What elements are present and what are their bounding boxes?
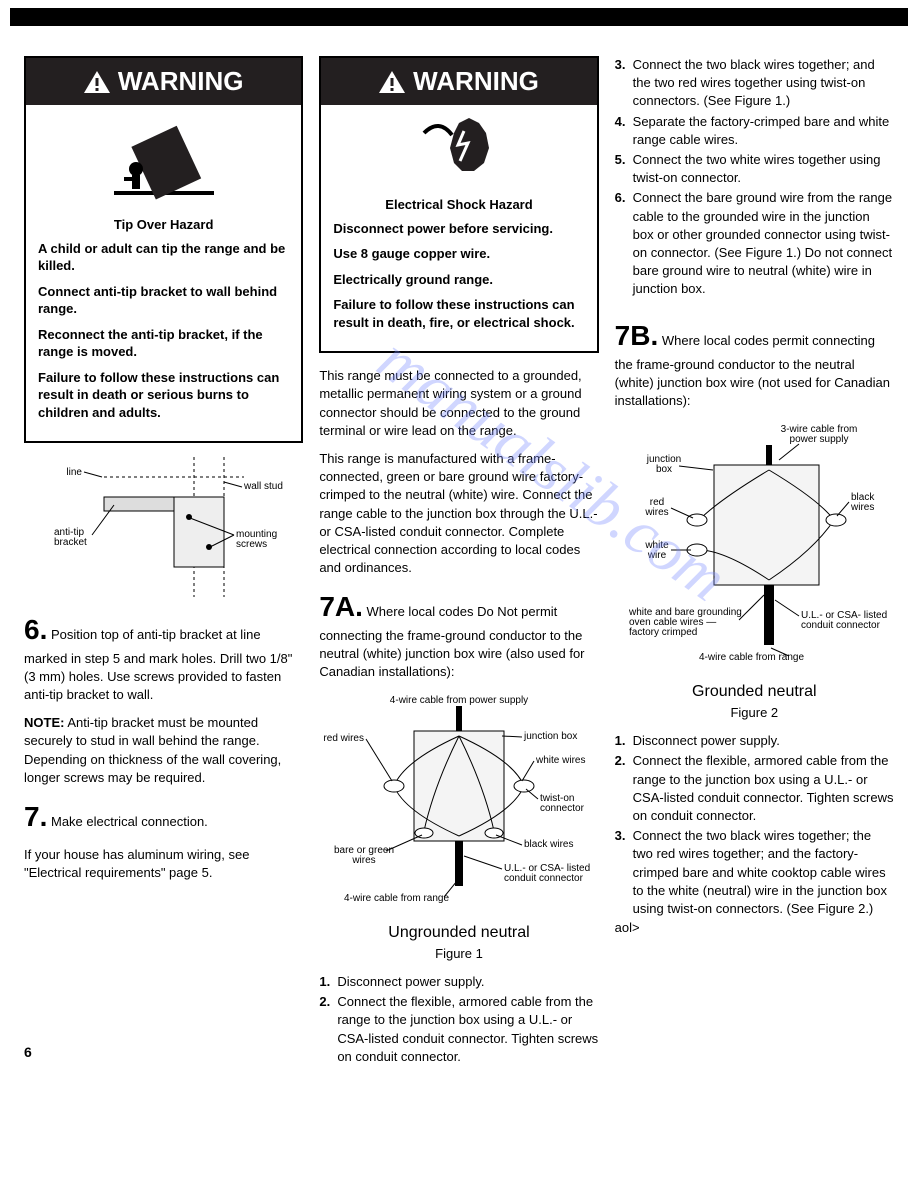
step-7-sub: If your house has aluminum wiring, see "… bbox=[24, 846, 303, 882]
warning-line: Disconnect power before servicing. bbox=[333, 220, 584, 238]
warning-label: WARNING bbox=[118, 66, 244, 97]
warning-title: Electrical Shock Hazard bbox=[333, 196, 584, 214]
step-7b: 7B. Where local codes permit connecting … bbox=[615, 316, 894, 410]
tip-over-icon bbox=[26, 105, 301, 210]
main-columns: WARNING Tip Over Hazard A child or adult… bbox=[0, 56, 918, 1068]
label-line: line bbox=[66, 467, 82, 478]
svg-text:wire: wire bbox=[647, 550, 667, 561]
alert-icon bbox=[84, 71, 110, 93]
step-7b-list: Disconnect power supply. Connect the fle… bbox=[615, 732, 894, 935]
warning-label: WARNING bbox=[413, 66, 539, 97]
list-item: Connect the bare ground wire from the ra… bbox=[615, 189, 894, 298]
step-7b-number: 7B. bbox=[615, 320, 659, 351]
svg-text:junction box: junction box bbox=[523, 731, 577, 742]
column-1: WARNING Tip Over Hazard A child or adult… bbox=[24, 56, 303, 1068]
svg-text:wires: wires bbox=[645, 507, 669, 518]
column-3: Connect the two black wires together; an… bbox=[615, 56, 894, 1068]
step-7-text: Make electrical connection. bbox=[51, 814, 208, 829]
warning-line: Use 8 gauge copper wire. bbox=[333, 245, 584, 263]
svg-text:wires: wires bbox=[351, 855, 375, 866]
svg-text:4-wire cable from power supply: 4-wire cable from power supply bbox=[390, 695, 528, 706]
warning-header: WARNING bbox=[26, 58, 301, 105]
figure-1-title: Ungrounded neutral bbox=[319, 924, 598, 942]
para-grounding: This range must be connected to a ground… bbox=[319, 367, 598, 440]
step-6-number: 6. bbox=[24, 614, 47, 645]
warning-tip-over: WARNING Tip Over Hazard A child or adult… bbox=[24, 56, 303, 443]
list-item: Separate the factory-crimped bare and wh… bbox=[615, 113, 894, 149]
svg-text:factory crimped: factory crimped bbox=[629, 627, 697, 638]
warning-title: Tip Over Hazard bbox=[38, 216, 289, 234]
step-6: 6. Position top of anti-tip bracket at l… bbox=[24, 610, 303, 704]
list-item: Disconnect power supply. bbox=[615, 732, 894, 750]
label-anti-tip2: bracket bbox=[54, 537, 87, 548]
list-item: Connect the flexible, armored cable from… bbox=[319, 993, 598, 1066]
note-label: NOTE: bbox=[24, 715, 64, 730]
step-7: 7. Make electrical connection. bbox=[24, 797, 303, 836]
warning-header: WARNING bbox=[321, 58, 596, 105]
svg-text:4-wire cable from range: 4-wire cable from range bbox=[344, 893, 449, 904]
svg-text:white wires: white wires bbox=[535, 755, 585, 766]
step-7a-number: 7A. bbox=[319, 591, 363, 622]
svg-text:conduit connector: conduit connector bbox=[801, 620, 881, 631]
page-number: 6 bbox=[24, 1044, 32, 1060]
figure-2-title: Grounded neutral bbox=[615, 683, 894, 701]
warning-line: Connect anti-tip bracket to wall behind … bbox=[38, 283, 289, 318]
header-bar bbox=[10, 8, 908, 26]
svg-text:power supply: power supply bbox=[790, 434, 849, 445]
warning-line: A child or adult can tip the range and b… bbox=[38, 240, 289, 275]
list-item: Connect the flexible, armored cable from… bbox=[615, 752, 894, 825]
warning-body: Tip Over Hazard A child or adult can tip… bbox=[26, 210, 301, 441]
step-6-text: Position top of anti-tip bracket at line… bbox=[24, 627, 292, 702]
list-item: Disconnect power supply. bbox=[319, 973, 598, 991]
svg-text:wires: wires bbox=[850, 502, 874, 513]
list-item: Connect the two black wires together; th… bbox=[615, 827, 894, 918]
svg-text:4-wire cable from range: 4-wire cable from range bbox=[699, 652, 804, 663]
label-screws2: screws bbox=[236, 539, 267, 550]
step-6-note: NOTE: Anti-tip bracket must be mounted s… bbox=[24, 714, 303, 787]
figure-1-diagram: 4-wire cable from power supply red wires bbox=[319, 691, 598, 914]
list-item: Connect the two white wires together usi… bbox=[615, 151, 894, 187]
figure-2-caption: Figure 2 bbox=[615, 705, 894, 720]
figure-2-diagram: 3-wire cable from power supply junction … bbox=[615, 420, 894, 673]
step-7a-list: Disconnect power supply. Connect the fle… bbox=[319, 973, 598, 1066]
step-7a-list-continued: Connect the two black wires together; an… bbox=[615, 56, 894, 298]
para-frame-ground: This range is manufactured with a frame-… bbox=[319, 450, 598, 577]
warning-line: Electrically ground range. bbox=[333, 271, 584, 289]
svg-text:red wires: red wires bbox=[324, 733, 364, 744]
warning-line: Failure to follow these instructions can… bbox=[38, 369, 289, 422]
column-2: WARNING Electrical Shock Hazard Disconne… bbox=[319, 56, 598, 1068]
list-item: Connect the two black wires together; an… bbox=[615, 56, 894, 111]
svg-text:connector: connector bbox=[540, 803, 585, 814]
svg-text:black wires: black wires bbox=[524, 839, 573, 850]
figure-1-caption: Figure 1 bbox=[319, 946, 598, 961]
step-7-number: 7. bbox=[24, 801, 47, 832]
shock-icon bbox=[321, 105, 596, 190]
warning-shock: WARNING Electrical Shock Hazard Disconne… bbox=[319, 56, 598, 353]
alert-icon bbox=[379, 71, 405, 93]
bracket-diagram: line wall stud anti-tip bracket mounting… bbox=[24, 457, 303, 600]
warning-line: Reconnect the anti-tip bracket, if the r… bbox=[38, 326, 289, 361]
step-7a: 7A. Where local codes Do Not permit conn… bbox=[319, 587, 598, 681]
label-wall-stud: wall stud bbox=[243, 481, 283, 492]
warning-body: Electrical Shock Hazard Disconnect power… bbox=[321, 190, 596, 351]
warning-line: Failure to follow these instructions can… bbox=[333, 296, 584, 331]
svg-text:box: box bbox=[656, 464, 672, 475]
svg-text:conduit connector: conduit connector bbox=[504, 873, 584, 884]
